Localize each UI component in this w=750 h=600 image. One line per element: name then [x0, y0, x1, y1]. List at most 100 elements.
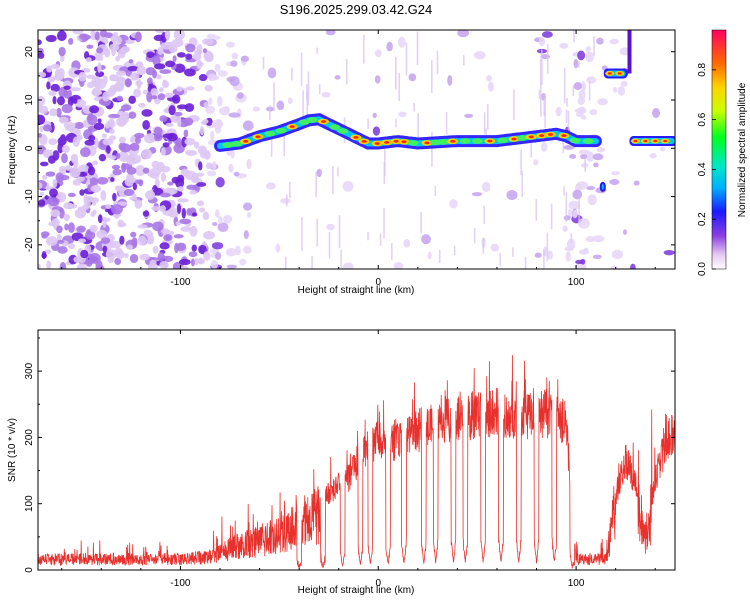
spectrogram-ridge-peak: [528, 135, 534, 139]
spectrogram-noise-streak: [379, 233, 382, 247]
spectrogram-noise-blob: [45, 236, 58, 247]
spectrogram-noise-blob: [97, 214, 103, 224]
spectrogram-noise-blob: [267, 67, 277, 79]
spectrogram-ridge-hotspot: [582, 138, 594, 144]
spectrogram-noise-blob: [165, 235, 172, 240]
colorbar: 0.0 0.2 0.4 0.6 0.8 Normalized spectral ampl…: [697, 29, 748, 276]
spectrogram-noise-blob: [596, 37, 604, 45]
spectrogram-noise-blob: [202, 119, 209, 124]
spectrogram-ridge-hotspot: [298, 119, 310, 125]
spectrogram-noise-streak: [524, 256, 527, 269]
spectrogram-noise-blob: [563, 215, 571, 221]
spectrogram-ridge-peak: [539, 134, 545, 138]
spectrogram-noise-blob: [39, 161, 49, 167]
spectrogram-noise-blob: [135, 165, 146, 176]
spectrogram-noise-blob: [145, 67, 156, 76]
spectrogram-noise-blob: [147, 172, 154, 177]
spectrogram-noise-blob: [98, 153, 107, 162]
spectrogram-noise-blob: [572, 189, 583, 200]
spectrogram-noise-blob: [119, 143, 131, 153]
spectrogram-noise-blob: [131, 237, 138, 247]
spectrogram-noise-streak: [453, 245, 456, 256]
spectrogram-noise-streak: [546, 44, 549, 74]
spectrogram-noise-blob: [487, 81, 495, 92]
spectrogram-noise-blob: [68, 67, 80, 78]
spectrogram-ridge-hotspot: [430, 139, 442, 146]
colorbar-gradient: [711, 29, 727, 270]
spectrogram-noise-blob: [91, 76, 103, 86]
spectrogram-noise-blob: [397, 36, 406, 48]
spectrogram-noise-blob: [164, 107, 170, 113]
spectrogram-noise-blob: [48, 138, 58, 146]
spectrogram-noise-blob: [176, 242, 187, 251]
spectrogram-noise-streak: [563, 67, 566, 104]
spectrogram-noise-blob: [183, 68, 196, 77]
spectrogram-noise-blob: [167, 181, 174, 186]
spectrogram-noise-blob: [203, 251, 211, 261]
spectrogram-noise-blob: [240, 55, 249, 62]
spectrogram-noise-streak: [483, 205, 485, 225]
spectrogram-noise-streak: [513, 89, 515, 121]
spectrogram-noise-blob: [447, 74, 453, 86]
colorbar-tick-label: 0.6: [697, 112, 708, 126]
spectrogram-noise-blob: [265, 182, 276, 190]
spectrogram-noise-blob: [212, 222, 218, 227]
spectrogram-noise-blob: [41, 234, 48, 239]
spectrogram-noise-blob: [100, 237, 111, 244]
spectrogram-noise-blob: [393, 262, 404, 269]
spectrogram-noise-blob: [199, 150, 210, 159]
spectrogram-ridge-peak: [289, 125, 295, 129]
spectrogram-noise-streak: [482, 237, 485, 255]
spectrogram-noise-blob: [649, 152, 657, 159]
spectrogram-ridge-hotspot: [264, 130, 276, 137]
spectrogram-noise-streak: [300, 52, 303, 87]
spectrogram-ridge-hotspot: [516, 135, 528, 141]
spectrogram-noise-blob: [63, 202, 74, 210]
spectrogram-noise-streak: [302, 90, 304, 123]
spectrogram-noise-blob: [160, 172, 167, 182]
spectrogram-noise-blob: [597, 98, 608, 106]
spectrogram-feature-peak: [607, 72, 612, 75]
spectrogram-noise-streak: [486, 103, 489, 130]
spectrogram-noise-blob: [210, 130, 215, 141]
spectrogram-noise-blob: [592, 254, 602, 260]
spectrogram-noise-blob: [64, 223, 69, 231]
spectrogram-noise-blob: [609, 178, 620, 186]
spectrogram-noise-blob: [167, 208, 180, 218]
spectrogram-noise-blob: [157, 46, 164, 56]
spectrogram-noise-blob: [170, 114, 182, 123]
spectrogram-noise-streak: [316, 218, 319, 247]
snr-y-axis: 0 100 200 300: [24, 337, 675, 573]
spectrogram-noise-blob: [80, 249, 89, 259]
spectrogram-noise-blob: [114, 257, 122, 266]
spectrogram-noise-blob: [243, 230, 249, 240]
spectrogram-noise-blob: [130, 231, 137, 238]
spectrogram-noise-blob: [94, 137, 99, 149]
spectrogram-noise-blob: [137, 224, 148, 229]
spectrogram-noise-blob: [610, 171, 620, 176]
spectrogram-noise-blob: [149, 259, 157, 265]
spectrogram-noise-blob: [100, 190, 107, 201]
spectrogram-noise-blob: [633, 180, 640, 186]
spectrogram-noise-streak: [588, 81, 591, 101]
spectrogram-noise-streak: [565, 109, 568, 123]
spectrogram-noise-blob: [562, 225, 568, 232]
spectrogram-noise-blob: [215, 251, 222, 261]
spectrogram-noise-streak: [340, 249, 342, 268]
spectrogram-noise-blob: [126, 244, 134, 250]
spectrogram-noise-blob: [68, 37, 74, 45]
spectrogram-noise-blob: [87, 114, 98, 126]
spectrogram-noise-blob: [141, 109, 153, 117]
spectrogram-noise-blob: [102, 245, 108, 253]
spectrogram-noise-blob: [179, 218, 192, 225]
spectrogram-noise-blob: [91, 87, 102, 97]
spectrogram-noise-blob: [67, 192, 76, 198]
spectrogram-noise-blob: [67, 96, 74, 107]
spectrogram-noise-blob: [342, 262, 354, 269]
spectrogram-noise-blob: [128, 95, 136, 104]
spectrogram-noise-blob: [118, 119, 124, 127]
spectrogram-noise-streak: [572, 85, 575, 97]
spectrogram-ridge-hotspot: [569, 137, 581, 144]
spectrogram-noise-blob: [111, 164, 121, 170]
spectrogram-noise-blob: [586, 186, 596, 191]
